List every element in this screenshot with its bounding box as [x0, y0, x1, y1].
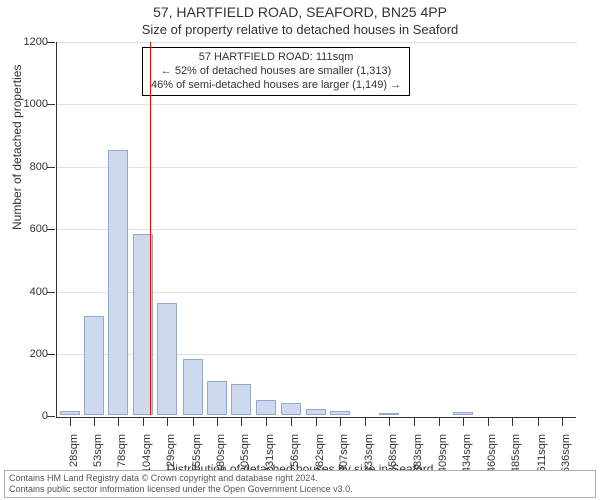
x-tick	[291, 418, 292, 426]
histogram-bar	[256, 400, 276, 416]
histogram-bar	[60, 411, 80, 416]
footer-line-1: Contains HM Land Registry data © Crown c…	[9, 473, 591, 484]
y-tick	[47, 167, 55, 168]
gridline	[57, 229, 577, 230]
x-tick	[94, 418, 95, 426]
y-tick-label: 1200	[8, 36, 48, 48]
y-tick	[47, 229, 55, 230]
histogram-bar	[379, 413, 399, 415]
x-tick	[167, 418, 168, 426]
histogram-bar	[231, 384, 251, 415]
histogram-bar	[183, 359, 203, 415]
histogram-bar	[84, 316, 104, 416]
plot-area: 57 HARTFIELD ROAD: 111sqm ← 52% of detac…	[56, 42, 576, 418]
x-tick	[562, 418, 563, 426]
property-annotation-box: 57 HARTFIELD ROAD: 111sqm ← 52% of detac…	[142, 47, 410, 96]
histogram-bar	[306, 409, 326, 415]
x-tick	[512, 418, 513, 426]
x-tick	[538, 418, 539, 426]
histogram-bar	[330, 411, 350, 416]
gridline	[57, 167, 577, 168]
histogram-bar	[281, 403, 301, 415]
y-tick-label: 400	[8, 286, 48, 298]
x-tick	[118, 418, 119, 426]
x-tick	[463, 418, 464, 426]
annotation-line-3: 46% of semi-detached houses are larger (…	[151, 79, 401, 93]
x-tick	[488, 418, 489, 426]
histogram-bar	[108, 150, 128, 415]
y-tick	[47, 416, 55, 417]
y-tick-label: 800	[8, 161, 48, 173]
histogram-bar	[207, 381, 227, 415]
chart-container: 57, HARTFIELD ROAD, SEAFORD, BN25 4PP Si…	[0, 0, 600, 500]
attribution-footer: Contains HM Land Registry data © Crown c…	[4, 470, 596, 498]
property-marker-line	[150, 42, 151, 415]
gridline	[57, 42, 577, 43]
y-tick	[47, 292, 55, 293]
y-tick-label: 200	[8, 348, 48, 360]
y-tick-label: 600	[8, 223, 48, 235]
annotation-line-2: ← 52% of detached houses are smaller (1,…	[151, 65, 401, 79]
y-tick-label: 1000	[8, 98, 48, 110]
y-tick	[47, 42, 55, 43]
histogram-bar	[157, 303, 177, 415]
x-tick	[193, 418, 194, 426]
x-tick	[365, 418, 366, 426]
x-tick	[266, 418, 267, 426]
x-tick	[340, 418, 341, 426]
gridline	[57, 104, 577, 105]
x-tick	[217, 418, 218, 426]
x-tick	[143, 418, 144, 426]
x-tick	[389, 418, 390, 426]
chart-title-main: 57, HARTFIELD ROAD, SEAFORD, BN25 4PP	[0, 4, 600, 20]
y-tick	[47, 104, 55, 105]
chart-title-sub: Size of property relative to detached ho…	[0, 22, 600, 37]
histogram-bar	[453, 412, 473, 415]
annotation-line-1: 57 HARTFIELD ROAD: 111sqm	[151, 51, 401, 65]
x-tick	[241, 418, 242, 426]
plot-frame: 57 HARTFIELD ROAD: 111sqm ← 52% of detac…	[56, 42, 576, 418]
x-tick	[70, 418, 71, 426]
y-axis-title: Number of detached properties	[10, 65, 24, 230]
x-tick	[414, 418, 415, 426]
footer-line-2: Contains public sector information licen…	[9, 484, 591, 495]
x-tick	[439, 418, 440, 426]
y-tick-label: 0	[8, 410, 48, 422]
x-tick	[316, 418, 317, 426]
y-tick	[47, 354, 55, 355]
